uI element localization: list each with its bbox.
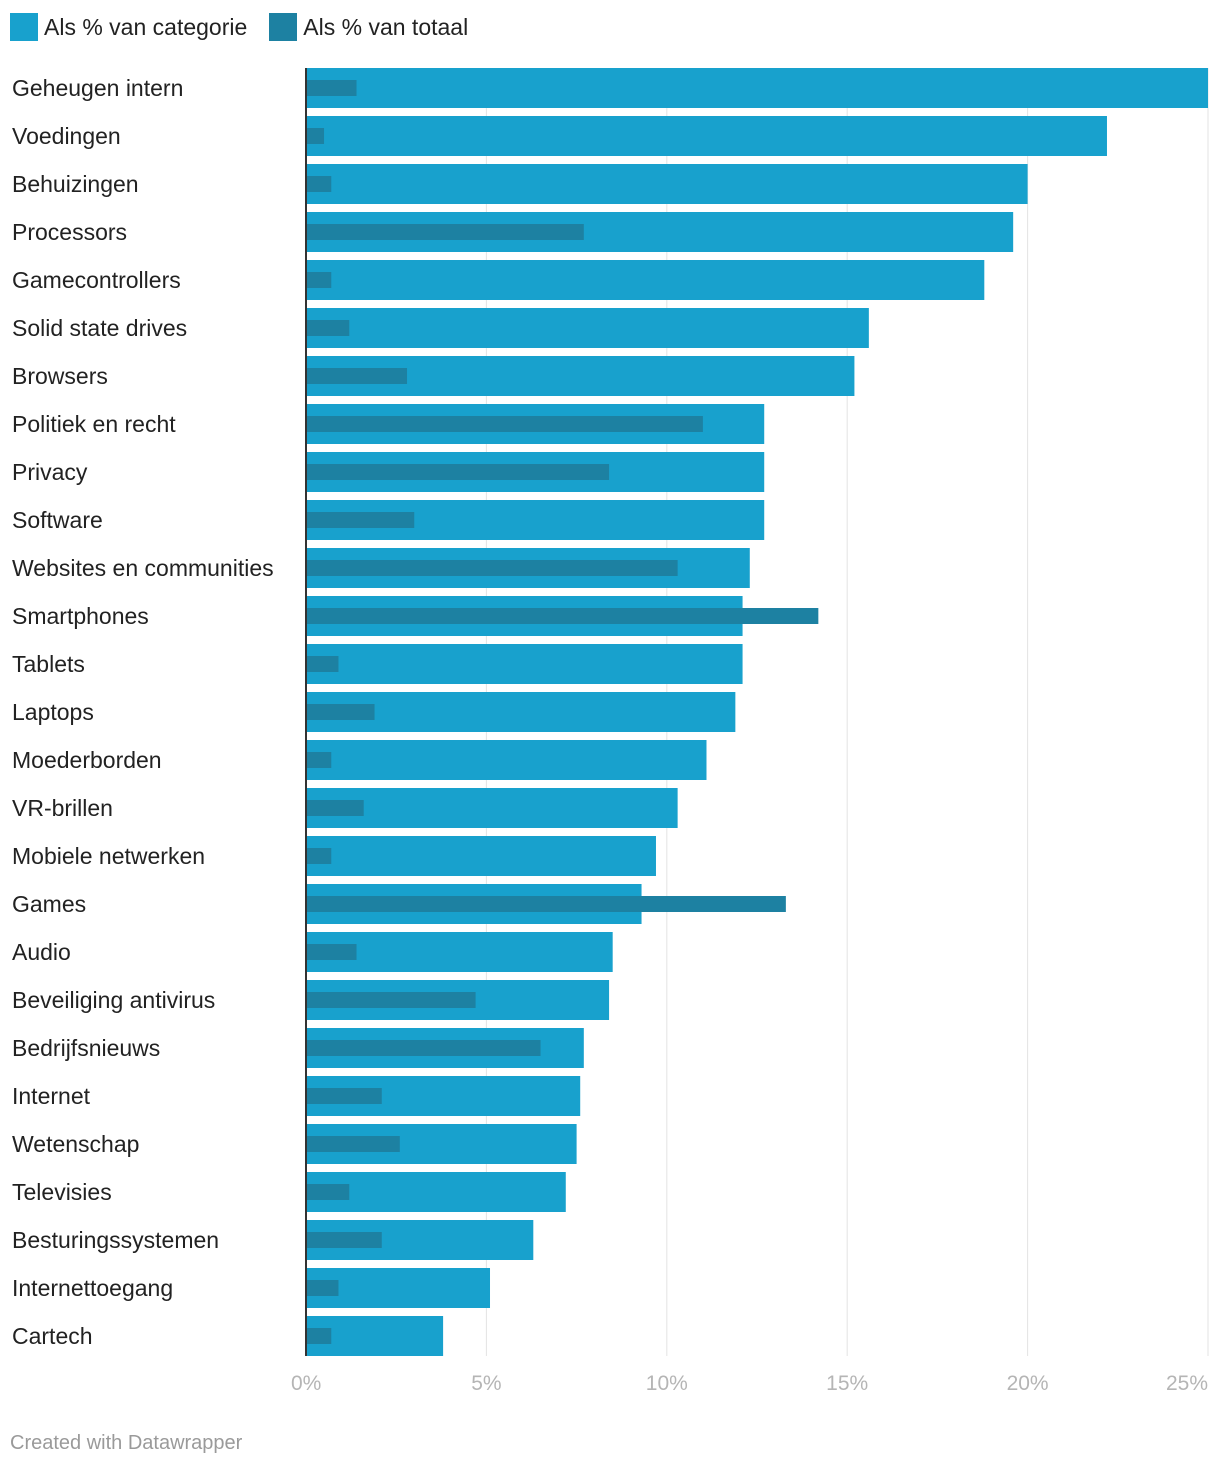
bar-categorie-vr-brillen (306, 788, 678, 828)
chart-legend: Als % van categorie Als % van totaal (10, 12, 490, 42)
bar-totaal-wetenschap (306, 1136, 400, 1152)
bar-totaal-behuizingen (306, 176, 332, 192)
bar-totaal-processors (306, 224, 584, 240)
bar-totaal-geheugen-intern (306, 80, 357, 96)
category-label-audio: Audio (12, 939, 71, 965)
legend-swatch-total (269, 13, 298, 41)
category-label-websites-en-communities: Websites en communities (12, 555, 274, 581)
bar-totaal-mobiele-netwerken (306, 848, 332, 864)
bar-totaal-besturingssystemen (306, 1232, 382, 1248)
bar-totaal-moederborden (306, 752, 332, 768)
category-label-smartphones: Smartphones (12, 603, 149, 629)
x-axis-ticks: 0% 5% 10% 15% 20% 25% (291, 68, 1208, 1395)
x-tick-label: 5% (471, 1372, 501, 1395)
category-label-games: Games (12, 891, 86, 917)
bars (306, 68, 1208, 1356)
x-tick-label: 25% (1166, 1372, 1208, 1395)
bar-categorie-solid-state-drives (306, 308, 869, 348)
legend-swatch-category (10, 13, 38, 41)
bar-totaal-vr-brillen (306, 800, 364, 816)
bar-categorie-geheugen-intern (306, 68, 1208, 108)
bar-totaal-internet (306, 1088, 382, 1104)
bar-totaal-websites-en-communities (306, 560, 678, 576)
category-label-browsers: Browsers (12, 363, 108, 389)
bar-totaal-browsers (306, 368, 408, 384)
category-label-processors: Processors (12, 219, 127, 245)
category-label-internet: Internet (12, 1083, 91, 1109)
legend-item-category: Als % van categorie (10, 13, 247, 41)
bar-totaal-televisies (306, 1184, 350, 1200)
category-label-besturingssystemen: Besturingssystemen (12, 1227, 219, 1253)
bar-totaal-audio (306, 944, 357, 960)
category-label-privacy: Privacy (12, 459, 88, 485)
category-label-geheugen-intern: Geheugen intern (12, 75, 183, 101)
datawrapper-credit: Created with Datawrapper (10, 1432, 243, 1454)
category-label-software: Software (12, 507, 103, 533)
category-label-laptops: Laptops (12, 699, 94, 725)
bar-totaal-laptops (306, 704, 375, 720)
legend-label-total: Als % van totaal (303, 13, 469, 40)
bar-categorie-voedingen (306, 116, 1107, 156)
bar-totaal-privacy (306, 464, 610, 480)
bar-categorie-laptops (306, 692, 736, 732)
bar-totaal-software (306, 512, 415, 528)
bar-categorie-tablets (306, 644, 743, 684)
bar-totaal-cartech (306, 1328, 332, 1344)
bar-totaal-smartphones (306, 608, 819, 624)
x-tick-label: 10% (646, 1372, 688, 1395)
category-label-televisies: Televisies (12, 1179, 112, 1205)
bar-totaal-internettoegang (306, 1280, 339, 1296)
category-label-internettoegang: Internettoegang (12, 1275, 173, 1301)
bar-totaal-voedingen (306, 128, 325, 144)
category-label-voedingen: Voedingen (12, 123, 121, 149)
legend-item-total: Als % van totaal (269, 13, 468, 41)
bar-categorie-mobiele-netwerken (306, 836, 656, 876)
category-label-gamecontrollers: Gamecontrollers (12, 267, 181, 293)
category-label-tablets: Tablets (12, 651, 85, 677)
category-label-cartech: Cartech (12, 1323, 93, 1349)
legend-label-category: Als % van categorie (44, 13, 248, 40)
category-label-politiek-en-recht: Politiek en recht (12, 411, 176, 437)
category-label-solid-state-drives: Solid state drives (12, 315, 187, 341)
bar-chart: Geheugen intern Voedingen Behuizingen Proce… (12, 68, 1209, 1395)
category-label-behuizingen: Behuizingen (12, 171, 139, 197)
category-label-bedrijfsnieuws: Bedrijfsnieuws (12, 1035, 160, 1061)
bar-categorie-behuizingen (306, 164, 1028, 204)
x-tick-label: 20% (1007, 1372, 1049, 1395)
bar-totaal-solid-state-drives (306, 320, 350, 336)
bar-totaal-politiek-en-recht (306, 416, 703, 432)
bar-categorie-gamecontrollers (306, 260, 985, 300)
category-label-beveiliging-antivirus: Beveiliging antivirus (12, 987, 215, 1013)
x-tick-label: 0% (291, 1372, 321, 1395)
bar-totaal-games (306, 896, 786, 912)
bar-totaal-gamecontrollers (306, 272, 332, 288)
bar-categorie-moederborden (306, 740, 707, 780)
category-label-moederborden: Moederborden (12, 747, 162, 773)
bar-totaal-tablets (306, 656, 339, 672)
category-label-vr-brillen: VR-brillen (12, 795, 113, 821)
x-tick-label: 15% (826, 1372, 868, 1395)
bar-totaal-beveiliging-antivirus (306, 992, 476, 1008)
category-labels: Geheugen intern Voedingen Behuizingen Proce… (12, 75, 274, 1349)
bar-totaal-bedrijfsnieuws (306, 1040, 541, 1056)
bar-categorie-audio (306, 932, 613, 972)
category-label-mobiele-netwerken: Mobiele netwerken (12, 843, 205, 869)
category-label-wetenschap: Wetenschap (12, 1131, 139, 1157)
